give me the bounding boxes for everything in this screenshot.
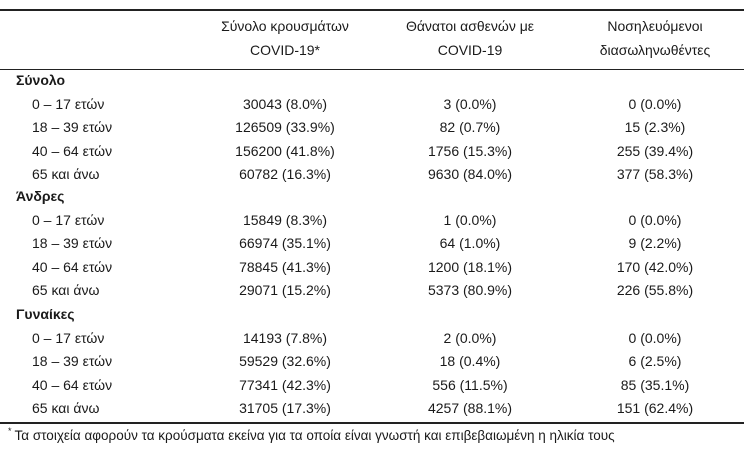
deaths-cell: 1200 (18.1%) xyxy=(427,258,513,275)
table-row: 65 και άνω 29071 (15.2%) 5373 (80.9%) 226 (… xyxy=(0,279,744,302)
age-group-label: 65 και άνω xyxy=(32,400,100,416)
footnote: * Τα στοιχεία αφορούν τα κρούσματα εκείνα… xyxy=(8,426,615,443)
group-title: Γυναίκες xyxy=(16,306,75,322)
deaths-cell: 82 (0.7%) xyxy=(439,119,501,135)
deaths-cell: 5373 (80.9%) xyxy=(427,282,513,298)
cases-cell: 14193 (7.8%) xyxy=(242,329,328,346)
cases-cell: 31705 (17.3%) xyxy=(239,400,331,416)
footnote-marker: * xyxy=(8,426,12,436)
age-group-label: 40 – 64 ετών xyxy=(32,142,113,159)
age-group-label: 40 – 64 ετών xyxy=(32,258,113,275)
header-rule xyxy=(0,69,744,70)
footnote-text: Τα στοιχεία αφορούν τα κρούσματα εκείνα … xyxy=(14,428,615,443)
age-group-label: 18 – 39 ετών xyxy=(32,119,113,135)
deaths-cell: 1756 (15.3%) xyxy=(427,142,513,159)
header-deaths-line1: Θάνατοι ασθενών με xyxy=(405,18,535,34)
intubated-cell: 255 (39.4%) xyxy=(616,142,694,159)
intubated-cell: 151 (62.4%) xyxy=(616,400,694,416)
deaths-cell: 3 (0.0%) xyxy=(443,95,497,112)
header-cases-line2: COVID-19* xyxy=(249,42,321,58)
table-row: 0 – 17 ετών 15849 (8.3%) 1 (0.0%) 0 (0.0%) xyxy=(0,209,744,232)
cases-cell: 66974 (35.1%) xyxy=(239,235,331,251)
header-deaths-line2: COVID-19 xyxy=(437,42,503,58)
header-intubated: Νοσηλευόμενοι διασωληνωθέντες xyxy=(555,14,744,62)
age-group-label: 0 – 17 ετών xyxy=(32,329,105,346)
header-cases-line1: Σύνολο κρουσμάτων xyxy=(221,18,349,34)
table-row: 65 και άνω 60782 (16.3%) 9630 (84.0%) 377 (… xyxy=(0,163,744,186)
age-group-label: 0 – 17 ετών xyxy=(32,211,105,228)
cases-cell: 78845 (41.3%) xyxy=(239,258,331,275)
deaths-cell: 64 (1.0%) xyxy=(439,235,501,251)
cases-cell: 126509 (33.9%) xyxy=(235,119,335,135)
intubated-cell: 377 (58.3%) xyxy=(616,166,694,182)
intubated-cell: 170 (42.0%) xyxy=(616,258,694,275)
header-intubated-line2: διασωληνωθέντες xyxy=(599,42,711,58)
age-group-label: 18 – 39 ετών xyxy=(32,235,113,251)
intubated-cell: 0 (0.0%) xyxy=(628,211,682,228)
group-header-row: Άνδρες xyxy=(0,185,744,208)
table-row: 18 – 39 ετών 126509 (33.9%) 82 (0.7%) 15 (2… xyxy=(0,116,744,139)
intubated-cell: 0 (0.0%) xyxy=(628,95,682,112)
table-row: 0 – 17 ετών 30043 (8.0%) 3 (0.0%) 0 (0.0%) xyxy=(0,93,744,116)
table-row: 40 – 64 ετών 77341 (42.3%) 556 (11.5%) 85 (… xyxy=(0,374,744,397)
intubated-cell: 6 (2.5%) xyxy=(628,353,682,369)
header-deaths: Θάνατοι ασθενών με COVID-19 xyxy=(370,14,570,62)
deaths-cell: 18 (0.4%) xyxy=(439,353,501,369)
group-title: Άνδρες xyxy=(16,188,65,204)
table-row: 65 και άνω 31705 (17.3%) 4257 (88.1%) 151 (… xyxy=(0,397,744,420)
table-row: 40 – 64 ετών 156200 (41.8%) 1756 (15.3%) 25… xyxy=(0,140,744,163)
table-row: 18 – 39 ετών 66974 (35.1%) 64 (1.0%) 9 (2.2… xyxy=(0,232,744,255)
table-row: 0 – 17 ετών 14193 (7.8%) 2 (0.0%) 0 (0.0%) xyxy=(0,327,744,350)
table-row: 18 – 39 ετών 59529 (32.6%) 18 (0.4%) 6 (2.5… xyxy=(0,350,744,373)
cases-cell: 60782 (16.3%) xyxy=(239,166,331,182)
age-group-label: 65 και άνω xyxy=(32,282,100,298)
intubated-cell: 15 (2.3%) xyxy=(624,119,686,135)
deaths-cell: 556 (11.5%) xyxy=(432,376,508,393)
cases-cell: 29071 (15.2%) xyxy=(239,282,331,298)
intubated-cell: 226 (55.8%) xyxy=(616,282,694,298)
deaths-cell: 4257 (88.1%) xyxy=(427,400,513,416)
group-title: Σύνολο xyxy=(16,72,66,88)
age-group-label: 40 – 64 ετών xyxy=(32,376,113,393)
header-intubated-line1: Νοσηλευόμενοι xyxy=(607,18,703,34)
age-group-label: 0 – 17 ετών xyxy=(32,95,105,112)
deaths-cell: 2 (0.0%) xyxy=(443,329,497,346)
age-group-label: 18 – 39 ετών xyxy=(32,353,113,369)
top-rule xyxy=(0,9,744,11)
table-row: 40 – 64 ετών 78845 (41.3%) 1200 (18.1%) 170… xyxy=(0,256,744,279)
group-header-row: Γυναίκες xyxy=(0,303,744,326)
intubated-cell: 9 (2.2%) xyxy=(628,235,682,251)
cases-cell: 77341 (42.3%) xyxy=(239,376,331,393)
intubated-cell: 85 (35.1%) xyxy=(620,376,690,393)
group-header-row: Σύνολο xyxy=(0,69,744,92)
cases-cell: 30043 (8.0%) xyxy=(242,95,328,112)
cases-cell: 15849 (8.3%) xyxy=(242,211,328,228)
header-cases: Σύνολο κρουσμάτων COVID-19* xyxy=(185,14,385,62)
deaths-cell: 9630 (84.0%) xyxy=(427,166,513,182)
deaths-cell: 1 (0.0%) xyxy=(443,211,497,228)
cases-cell: 156200 (41.8%) xyxy=(235,142,335,159)
bottom-rule xyxy=(0,422,744,424)
age-group-label: 65 και άνω xyxy=(32,166,100,182)
cases-cell: 59529 (32.6%) xyxy=(239,353,331,369)
intubated-cell: 0 (0.0%) xyxy=(628,329,682,346)
